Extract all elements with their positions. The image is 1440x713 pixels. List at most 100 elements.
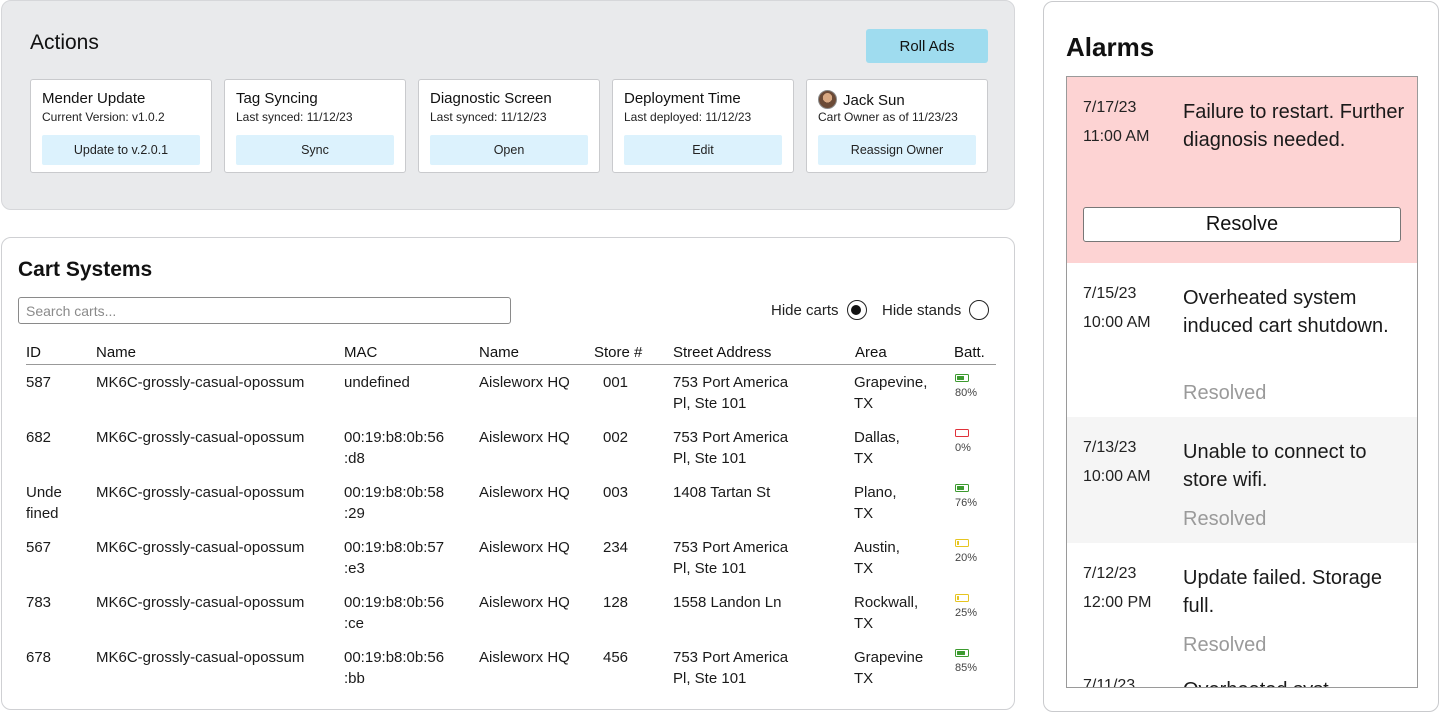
hide-carts-radio[interactable] [846,300,867,320]
actions-title: Actions [30,31,99,54]
alarm-item[interactable]: 7/11/23 Overheated syst [1067,669,1417,688]
col-header-id[interactable]: ID [26,344,41,361]
alarm-item[interactable]: 7/17/23 11:00 AM Failure to restart. Fur… [1067,77,1417,263]
table-row[interactable]: Unde fined MK6C-grossly-casual-opossum 00:1… [2,482,1016,536]
cell-mac-line: 00:19:b8:0b:58 [344,484,445,501]
cart-systems-title: Cart Systems [18,258,153,281]
cell-area-line: TX [854,615,874,632]
cell-mac-line: :ce [344,615,365,632]
avatar [818,90,837,109]
cell-mac: 00:19:b8:0b:58:29 [344,482,444,524]
cell-street-address: 753 Port America Pl, Ste 101 [673,537,788,579]
cell-location-name: Aisleworx HQ [479,427,570,448]
roll-ads-button[interactable]: Roll Ads [866,29,988,63]
table-row[interactable]: 587 MK6C-grossly-casual-opossum undefined A… [2,372,1016,426]
cell-street-address-line: 753 Port America [673,649,789,666]
cell-area-line: Rockwall, [854,594,919,611]
alarm-status: Resolved [1183,634,1267,656]
cell-location-name-line: Aisleworx HQ [479,374,570,391]
edit-button[interactable]: Edit [624,135,782,165]
cell-location-name: Aisleworx HQ [479,592,570,613]
col-header-street-address[interactable]: Street Address [673,344,772,361]
table-row[interactable]: 567 MK6C-grossly-casual-opossum 00:19:b8:0… [2,537,1016,591]
alarm-item[interactable]: 7/15/23 10:00 AM Overheated system induc… [1067,263,1417,417]
alarm-time: 11:00 AM [1083,128,1150,145]
cell-mac-line: 00:19:b8:0b:56 [344,649,445,666]
cell-id: 567 [26,537,51,558]
alarm-message: Overheated syst [1183,676,1408,687]
battery-icon [955,374,971,382]
cell-street-address-line: 1558 Landon Ln [673,594,782,611]
alarm-list[interactable]: 7/17/23 11:00 AM Failure to restart. Fur… [1066,76,1418,688]
alarm-item[interactable]: 7/12/23 12:00 PM Update failed. Storage … [1067,543,1417,669]
resolve-button[interactable]: Resolve [1083,207,1401,242]
cell-area-line: TX [854,450,874,467]
battery-indicator: 20% [955,539,995,564]
table-row[interactable]: 682 MK6C-grossly-casual-opossum 00:19:b8:0… [2,427,1016,481]
alarm-date: 7/11/23 [1083,677,1136,688]
alarm-message: Unable to connect to store wifi. [1183,441,1367,491]
cell-name-line: MK6C-grossly-casual-opossum [96,484,305,501]
cell-area-line: TX [854,670,874,687]
cell-location-name: Aisleworx HQ [479,647,570,668]
cell-area-line: TX [854,505,874,522]
open-button[interactable]: Open [430,135,588,165]
update-button[interactable]: Update to v.2.0.1 [42,135,200,165]
cell-mac: 00:19:b8:0b:56:ce [344,592,444,634]
hide-carts-toggle[interactable]: Hide carts [771,300,867,320]
search-carts-input[interactable] [18,297,511,324]
table-row[interactable]: 783 MK6C-grossly-casual-opossum 00:19:b8:0… [2,592,1016,646]
cell-street-address: 1558 Landon Ln [673,592,781,613]
cell-id: 783 [26,592,51,613]
cell-name: MK6C-grossly-casual-opossum [96,537,304,558]
cell-street-address-line: Pl, Ste 101 [673,450,747,467]
cell-store-line: 001 [603,374,629,391]
cell-area-line: Grapevine [854,649,924,666]
cell-mac: 00:19:b8:0b:57:e3 [344,537,444,579]
cell-street-address: 1408 Tartan St [673,482,770,503]
cell-area: Rockwall, TX [854,592,918,634]
cell-area: Grapevine, TX [854,372,927,414]
alarm-item[interactable]: 7/13/23 10:00 AM Unable to connect to st… [1067,417,1417,543]
cell-id: 587 [26,372,51,393]
card-subtitle: Cart Owner as of 11/23/23 [818,110,958,124]
cell-mac-line: :bb [344,670,365,687]
reassign-owner-button[interactable]: Reassign Owner [818,135,976,165]
col-header-location-name[interactable]: Name [479,344,520,361]
cell-store: 001 [603,372,628,393]
cell-id-line: Unde [26,484,62,501]
cell-location-name-line: Aisleworx HQ [479,649,570,666]
cell-name-line: MK6C-grossly-casual-opossum [96,374,305,391]
table-row[interactable]: 678 MK6C-grossly-casual-opossum 00:19:b8:0… [2,647,1016,701]
sync-button[interactable]: Sync [236,135,394,165]
battery-icon [955,649,971,657]
cell-street-address: 753 Port America Pl, Ste 101 [673,372,788,414]
battery-indicator: 25% [955,594,995,619]
cell-area-line: Plano, [854,484,897,501]
col-header-name[interactable]: Name [96,344,137,361]
cell-id: 678 [26,647,51,668]
battery-percent: 25% [955,607,978,619]
hide-stands-toggle[interactable]: Hide stands [882,300,990,320]
cell-store: 234 [603,537,628,558]
battery-percent: 85% [955,662,978,674]
cell-name: MK6C-grossly-casual-opossum [96,647,304,668]
col-header-store[interactable]: Store # [594,344,643,361]
alarm-date: 7/17/23 [1083,99,1137,116]
col-header-battery[interactable]: Batt. [954,344,985,361]
alarm-date: 7/13/23 [1083,439,1137,456]
col-header-area[interactable]: Area [855,344,887,361]
alarm-status: Resolved [1183,382,1267,404]
battery-icon [955,429,971,437]
cell-store: 456 [603,647,628,668]
battery-percent: 0% [955,442,971,454]
cell-street-address-line: 1408 Tartan St [673,484,771,501]
hide-stands-radio[interactable] [969,300,990,320]
hide-stands-label: Hide stands [882,301,962,319]
cell-mac-line: undefined [344,374,410,391]
cell-area-line: TX [854,560,874,577]
owner-name: Jack Sun [843,92,905,109]
cell-id-line: 587 [26,374,52,391]
col-header-mac[interactable]: MAC [344,344,378,361]
card-title: Deployment Time [624,90,741,107]
